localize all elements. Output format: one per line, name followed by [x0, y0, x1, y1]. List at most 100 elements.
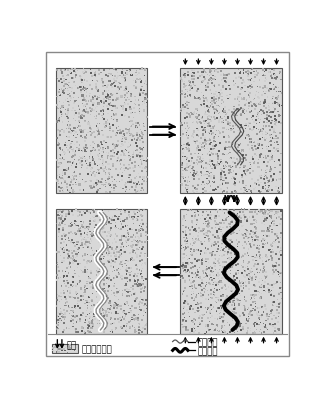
Point [236, 67, 241, 73]
Point [207, 272, 212, 279]
Point [55, 148, 60, 155]
Point [58, 109, 63, 115]
Point [193, 213, 198, 220]
Point [100, 99, 105, 106]
Point [238, 123, 244, 129]
Point [240, 232, 246, 239]
Point [190, 166, 195, 172]
Point [215, 209, 220, 216]
Point [265, 114, 270, 120]
Point [270, 94, 275, 101]
Point [276, 149, 281, 155]
Point [185, 70, 190, 76]
Point [184, 164, 189, 171]
Point [263, 318, 268, 324]
Point [199, 171, 204, 177]
Point [273, 84, 279, 91]
Point [62, 233, 67, 240]
Point [269, 257, 274, 263]
Point [233, 190, 238, 196]
Point [233, 284, 239, 290]
Point [217, 221, 222, 227]
Point [72, 240, 77, 246]
Point [134, 124, 139, 130]
Point [212, 179, 217, 185]
Point [275, 136, 281, 142]
Point [210, 172, 215, 179]
Point [266, 183, 271, 190]
Point [69, 108, 75, 115]
Point [111, 92, 116, 98]
Point [58, 152, 63, 159]
Point [140, 266, 145, 272]
Point [224, 152, 229, 158]
Point [129, 316, 134, 323]
Point [134, 143, 140, 150]
Point [232, 277, 237, 284]
Point [273, 328, 278, 335]
Point [265, 167, 270, 173]
Point [87, 311, 92, 317]
Point [133, 124, 139, 131]
Point [101, 67, 106, 74]
Point [94, 255, 99, 262]
Point [127, 144, 132, 150]
Point [88, 298, 93, 304]
Point [204, 230, 209, 237]
Point [127, 305, 132, 312]
Point [72, 157, 77, 164]
Point [252, 72, 258, 79]
Point [118, 247, 124, 253]
Point [132, 312, 137, 318]
Point [241, 185, 247, 191]
Point [194, 157, 199, 164]
Point [270, 302, 275, 309]
Point [240, 107, 245, 113]
Point [218, 297, 223, 303]
Point [202, 330, 208, 337]
Point [56, 187, 61, 194]
Point [201, 270, 206, 277]
Point [81, 107, 87, 114]
Point [101, 256, 106, 262]
Point [247, 70, 252, 77]
Point [221, 166, 227, 172]
Point [186, 256, 191, 262]
Point [267, 213, 273, 220]
Point [278, 252, 283, 259]
Point [255, 132, 260, 138]
Point [129, 265, 134, 271]
Point [242, 217, 247, 223]
Point [62, 83, 67, 90]
Point [186, 126, 191, 132]
Point [210, 81, 215, 87]
Point [113, 273, 119, 279]
Point [62, 255, 67, 262]
Point [120, 258, 125, 264]
Point [92, 207, 97, 213]
Point [272, 165, 278, 171]
Point [222, 170, 227, 176]
Point [127, 153, 132, 160]
Point [185, 128, 190, 134]
Point [262, 211, 267, 217]
Point [66, 270, 71, 276]
Point [235, 107, 241, 113]
Point [264, 257, 269, 264]
Point [265, 281, 270, 287]
Point [66, 175, 71, 181]
Point [61, 273, 67, 279]
Point [194, 157, 199, 164]
Point [197, 320, 202, 326]
Point [94, 249, 99, 255]
Point [273, 77, 279, 83]
Point [133, 73, 139, 80]
Point [261, 244, 266, 251]
Point [85, 226, 91, 232]
Point [185, 257, 190, 263]
Point [198, 121, 203, 127]
Point [235, 120, 240, 126]
Point [135, 124, 140, 131]
Point [271, 241, 276, 247]
Point [65, 299, 70, 306]
